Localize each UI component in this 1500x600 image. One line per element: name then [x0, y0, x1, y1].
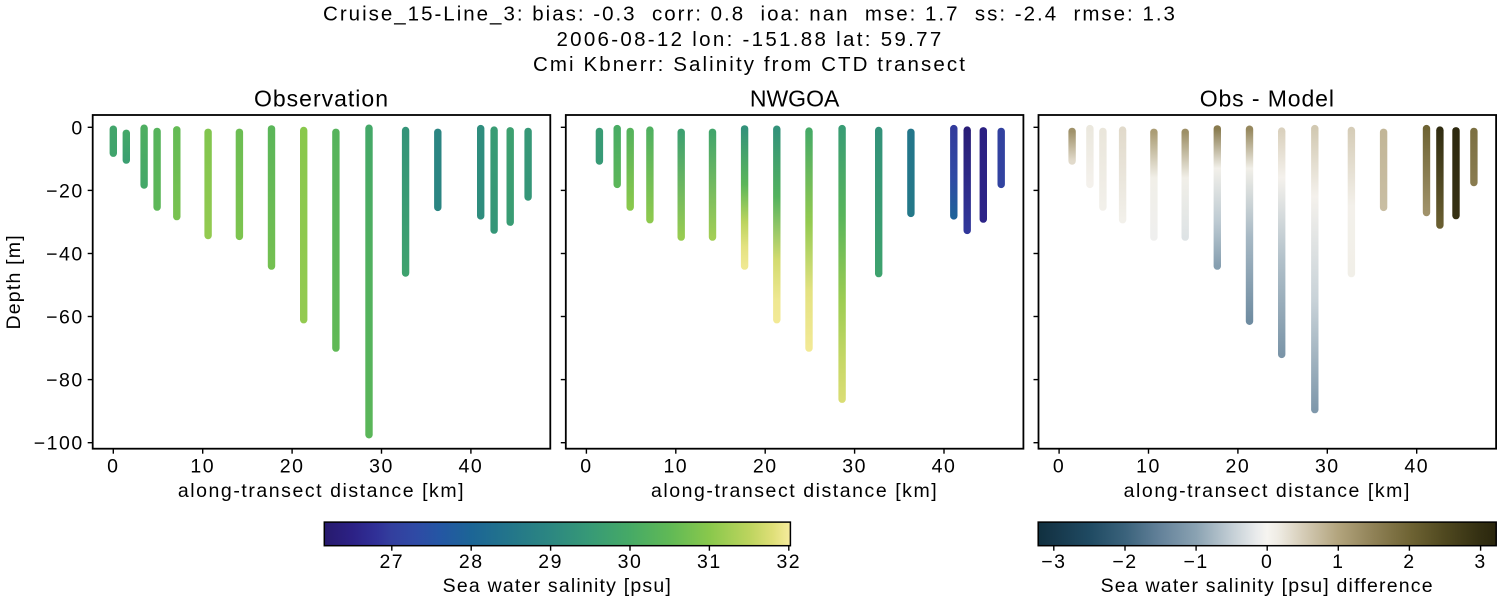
svg-text:31: 31	[697, 551, 722, 573]
svg-text:30: 30	[618, 551, 643, 573]
svg-text:Sea water salinity [psu]: Sea water salinity [psu]	[443, 575, 672, 597]
svg-text:10: 10	[663, 456, 688, 478]
svg-text:30: 30	[369, 456, 394, 478]
svg-text:29: 29	[538, 551, 563, 573]
svg-text:−1: −1	[1183, 551, 1208, 573]
svg-text:Sea water salinity [psu] diffe: Sea water salinity [psu] difference	[1101, 575, 1434, 597]
svg-text:−80: −80	[46, 370, 84, 392]
svg-text:2: 2	[1403, 551, 1415, 573]
svg-text:10: 10	[190, 456, 215, 478]
svg-text:20: 20	[1226, 456, 1251, 478]
svg-text:2006-08-12 lon: -151.88 lat: 5: 2006-08-12 lon: -151.88 lat: 59.77	[556, 28, 943, 51]
svg-text:−60: −60	[46, 307, 84, 329]
svg-text:−2: −2	[1112, 551, 1137, 573]
svg-text:Observation: Observation	[254, 86, 389, 112]
svg-text:30: 30	[842, 456, 867, 478]
svg-text:NWGOA: NWGOA	[750, 86, 840, 112]
svg-text:27: 27	[379, 551, 404, 573]
svg-text:40: 40	[459, 456, 484, 478]
svg-text:20: 20	[280, 456, 305, 478]
svg-text:10: 10	[1136, 456, 1161, 478]
svg-text:0: 0	[580, 456, 592, 478]
svg-text:0: 0	[1261, 551, 1273, 573]
svg-text:Cruise_15-Line_3: bias: -0.3: Cruise_15-Line_3: bias: -0.3 corr: 0.8 i…	[323, 3, 1177, 26]
svg-text:Cmi Kbnerr: Salinity from CTD: Cmi Kbnerr: Salinity from CTD transect	[533, 53, 967, 76]
svg-text:0: 0	[71, 117, 83, 139]
svg-text:−100: −100	[34, 433, 84, 455]
svg-text:Depth [m]: Depth [m]	[3, 234, 25, 329]
svg-text:−20: −20	[46, 180, 84, 202]
svg-text:40: 40	[1404, 456, 1429, 478]
svg-text:20: 20	[753, 456, 778, 478]
svg-text:along-transect distance [km]: along-transect distance [km]	[178, 480, 465, 502]
svg-text:32: 32	[776, 551, 801, 573]
svg-text:0: 0	[107, 456, 119, 478]
svg-text:28: 28	[459, 551, 484, 573]
svg-text:1: 1	[1332, 551, 1344, 573]
svg-text:−40: −40	[46, 243, 84, 265]
svg-text:40: 40	[932, 456, 957, 478]
svg-text:30: 30	[1315, 456, 1340, 478]
svg-text:along-transect distance [km]: along-transect distance [km]	[651, 480, 938, 502]
svg-text:along-transect distance [km]: along-transect distance [km]	[1124, 480, 1411, 502]
svg-text:Obs - Model: Obs - Model	[1200, 86, 1335, 112]
svg-text:−3: −3	[1041, 551, 1066, 573]
svg-text:0: 0	[1053, 456, 1065, 478]
svg-text:3: 3	[1474, 551, 1486, 573]
